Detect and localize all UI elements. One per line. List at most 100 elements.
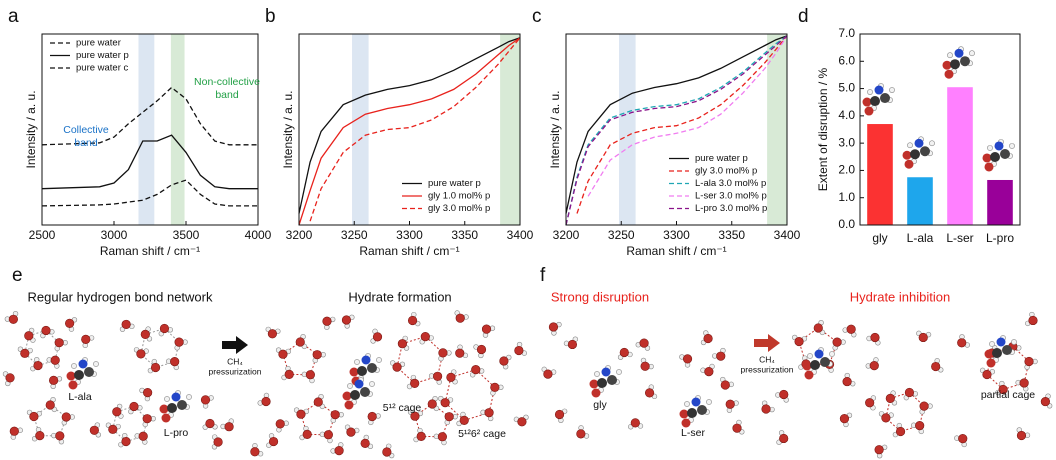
carbon-atom	[177, 400, 187, 410]
water-molecule	[427, 396, 440, 412]
hydrogen-atom	[969, 50, 975, 57]
oxygen-atom	[1040, 396, 1050, 407]
panel-letter: c	[532, 6, 542, 27]
oxygen-atom	[410, 378, 420, 389]
molecule-label: L-ser	[681, 427, 705, 439]
oxygen-atom	[159, 323, 170, 334]
oxygen-atom	[312, 350, 322, 360]
water-molecule	[910, 420, 925, 435]
oxygen-atom	[55, 431, 65, 441]
oxygen-atom	[313, 397, 323, 407]
water-molecule	[407, 311, 421, 327]
plot-frame	[298, 33, 521, 226]
water-molecule	[1024, 356, 1038, 370]
x-axis-label: Raman shift / cm⁻¹	[626, 244, 726, 258]
water-molecule	[266, 433, 279, 448]
legend-label: L-ser 3.0 mol% p	[695, 191, 767, 202]
water-molecule	[438, 348, 452, 362]
water-molecule	[413, 427, 426, 443]
nitrogen-atom	[361, 355, 371, 365]
water-molecule	[45, 397, 58, 413]
oxygen-atom	[490, 382, 500, 392]
carbon-atom	[687, 408, 697, 418]
oxygen-atom	[440, 398, 450, 408]
oxygen-atom	[984, 349, 994, 359]
oxygen-atom	[437, 432, 447, 442]
section-title: Regular hydrogen bond network	[27, 289, 213, 304]
amino-acid	[66, 357, 99, 390]
hydrogen-atom	[987, 145, 993, 151]
section-title: Hydrate inhibition	[850, 289, 950, 304]
oxygen-atom	[514, 345, 524, 356]
water-molecule	[548, 321, 562, 336]
water-molecule	[301, 370, 315, 384]
water-molecule	[312, 350, 326, 364]
hydrogen-atom	[1011, 339, 1017, 345]
molecule-label: 5¹²6² cage	[458, 428, 506, 440]
arrow-label: pressurization	[741, 364, 794, 374]
water-molecule	[438, 395, 454, 408]
oxygen-atom	[958, 434, 968, 444]
oxygen-atom	[904, 387, 915, 398]
oxygen-atom	[250, 447, 260, 457]
nitrogen-atom	[874, 85, 884, 95]
oxygen-atom	[619, 347, 629, 358]
oxygen-atom	[420, 331, 430, 342]
water-molecule	[142, 414, 156, 428]
water-molecule	[725, 399, 739, 413]
water-molecule	[112, 403, 124, 419]
amino-acid	[802, 347, 835, 380]
water-molecule	[700, 330, 713, 346]
hydrogen-bond	[24, 352, 39, 366]
amino-acid	[679, 395, 712, 428]
oxygen-atom	[407, 315, 418, 326]
arrow-label: CH₄	[227, 356, 243, 366]
oxygen-atom	[484, 408, 494, 418]
hydrogen-bond	[424, 336, 444, 354]
x-tick-label: 4000	[245, 228, 272, 242]
oxygen-atom	[986, 358, 996, 368]
water-molecule	[119, 319, 135, 332]
oxygen-atom	[45, 400, 55, 410]
panel-letter: f	[540, 265, 546, 286]
oxygen-atom	[342, 391, 352, 401]
water-molecule	[275, 347, 291, 359]
water-molecule	[644, 384, 658, 400]
oxygen-atom	[9, 426, 19, 436]
water-molecule	[313, 394, 326, 410]
water-molecule	[433, 432, 447, 446]
x-tick-label: 3400	[507, 228, 534, 242]
water-molecule	[776, 430, 789, 445]
water-molecule	[456, 411, 469, 427]
oxygen-atom	[1019, 378, 1029, 388]
x-tick-label: 3300	[663, 228, 690, 242]
water-molecule	[761, 400, 775, 414]
water-molecule	[265, 326, 281, 339]
oxygen-atom	[121, 436, 131, 447]
oxygen-atom	[341, 315, 352, 325]
series-line	[565, 35, 788, 214]
y-tick-label: 6.0	[838, 53, 855, 67]
water-molecule	[133, 347, 149, 359]
x-tick-label: 3400	[774, 228, 801, 242]
oxygen-atom	[284, 369, 294, 380]
carbon-atom	[950, 59, 960, 70]
water-molecule	[105, 422, 121, 434]
water-molecule	[49, 375, 63, 389]
annotation: Non-collective	[194, 76, 260, 88]
amino-acid	[982, 139, 1015, 172]
hydrogen-atom	[594, 371, 600, 377]
water-molecule	[128, 401, 143, 415]
carbon-atom	[880, 93, 890, 104]
water-molecule	[473, 344, 487, 359]
water-molecule	[979, 367, 995, 380]
series-line	[576, 35, 788, 214]
bar	[907, 177, 933, 225]
water-molecule	[679, 354, 693, 368]
oxygen-atom	[224, 422, 234, 432]
water-molecule	[17, 346, 33, 358]
oxygen-atom	[382, 447, 392, 457]
oxygen-atom	[159, 404, 169, 414]
oxygen-atom	[108, 424, 118, 434]
